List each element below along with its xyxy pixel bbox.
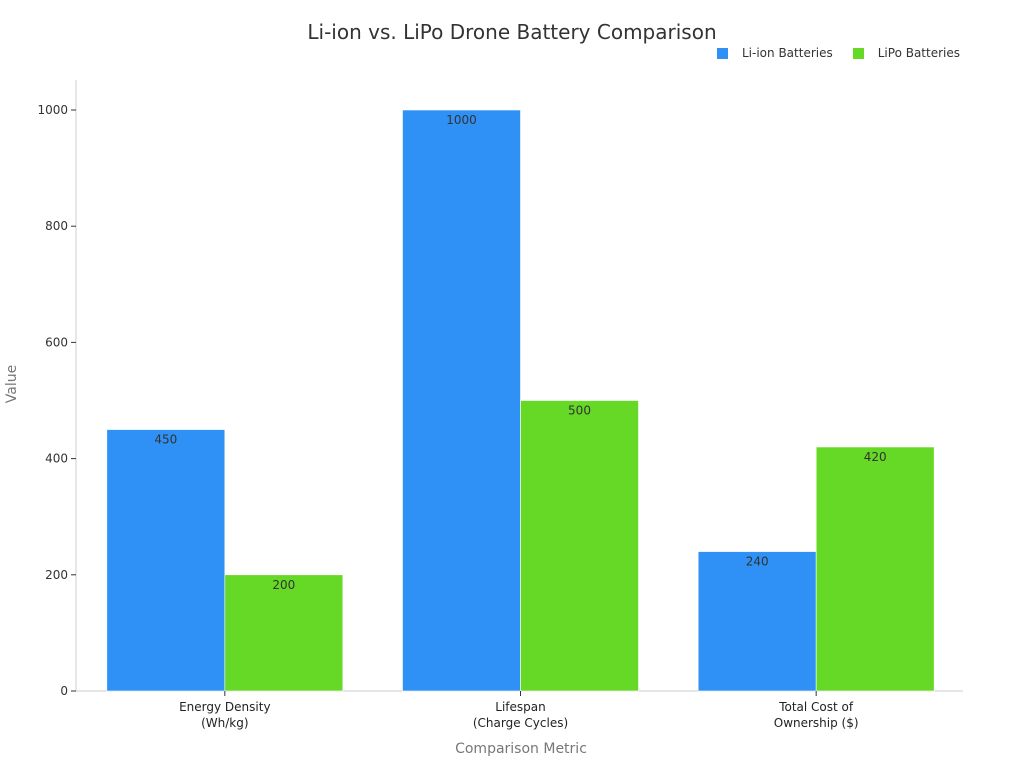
x-tick-label: (Charge Cycles) xyxy=(473,716,568,730)
x-tick-label: Total Cost of xyxy=(778,700,854,714)
y-tick-label: 1000 xyxy=(37,103,68,117)
bar-lipo[interactable] xyxy=(815,446,935,692)
bar-lipo[interactable] xyxy=(224,574,344,692)
bar-value-label: 1000 xyxy=(446,113,477,127)
bar-value-label: 500 xyxy=(568,404,591,418)
chart-title: Li-ion vs. LiPo Drone Battery Comparison xyxy=(307,20,717,44)
legend-label: Li-ion Batteries xyxy=(742,46,833,60)
y-tick-label: 0 xyxy=(60,684,68,698)
bar-lipo[interactable] xyxy=(520,400,639,692)
bar-value-label: 450 xyxy=(154,433,177,447)
bar-value-label: 240 xyxy=(746,555,769,569)
legend-label: LiPo Batteries xyxy=(877,46,960,60)
y-tick-label: 200 xyxy=(45,568,68,582)
bar-value-label: 200 xyxy=(272,578,295,592)
bar-value-label: 420 xyxy=(864,450,887,464)
x-tick-label: Ownership ($) xyxy=(774,716,859,730)
bar-liion[interactable] xyxy=(106,429,226,692)
x-tick-label: Lifespan xyxy=(495,700,545,714)
y-tick-label: 600 xyxy=(45,335,68,349)
legend-swatch-liion xyxy=(717,47,728,59)
y-tick-label: 800 xyxy=(45,219,68,233)
legend-item-lipo[interactable]: LiPo Batteries xyxy=(852,46,960,60)
bar-liion[interactable] xyxy=(697,551,817,692)
x-tick-label: Energy Density xyxy=(179,700,270,714)
x-tick-label: (Wh/kg) xyxy=(201,716,248,730)
x-axis-label: Comparison Metric xyxy=(455,741,587,757)
legend-swatch-lipo xyxy=(852,47,864,59)
bar-liion[interactable] xyxy=(402,109,521,692)
y-tick-label: 400 xyxy=(45,452,68,466)
legend-item-liion[interactable]: Li-ion Batteries xyxy=(717,46,833,60)
legend: Li-ion Batteries LiPo Batteries xyxy=(697,46,960,60)
